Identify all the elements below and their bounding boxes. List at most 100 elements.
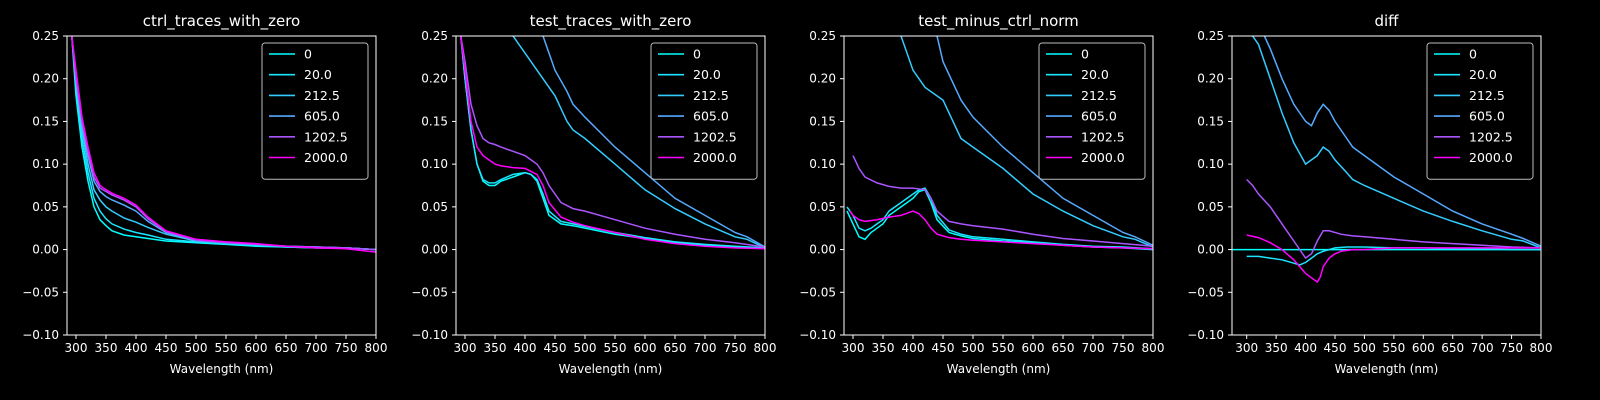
x-tick-label: 500 [962, 341, 985, 355]
y-tick-label: 0.15 [32, 114, 59, 128]
x-tick-label: 700 [1082, 341, 1105, 355]
x-tick-label: 650 [664, 341, 687, 355]
y-tick-label: 0.25 [1197, 29, 1224, 43]
x-tick-label: 350 [872, 341, 895, 355]
y-tick-label: 0.05 [421, 200, 448, 214]
y-tick-label: 0.00 [809, 243, 836, 257]
legend-label: 605.0 [693, 109, 729, 124]
legend-label: 0 [304, 47, 312, 62]
axes-frame [1231, 35, 1542, 336]
series-line-20.0 [846, 187, 1153, 250]
legend-label: 212.5 [693, 88, 729, 103]
chart-title: diff [1374, 12, 1399, 30]
chart-panel-2: test_minus_ctrl_norm 300 350 400 450 500 550 60… [799, 12, 1164, 376]
y-tick-label: −0.05 [411, 285, 448, 299]
series-line-1202.5 [460, 36, 765, 248]
x-tick-label: 450 [1324, 341, 1347, 355]
x-tick-label: 350 [484, 341, 507, 355]
x-tick-label: 750 [1112, 341, 1135, 355]
y-tick-label: 0.05 [809, 200, 836, 214]
x-tick-label: 650 [1441, 341, 1464, 355]
y-tick-label: −0.10 [22, 328, 59, 342]
legend-box [650, 42, 758, 180]
series-line-2000.0 [71, 36, 376, 253]
series-line-0 [846, 188, 1153, 251]
y-tick-label: 0.10 [32, 157, 59, 171]
y-tick-label: 0.25 [32, 29, 59, 43]
legend-label: 0 [693, 47, 701, 62]
chart-title: ctrl_traces_with_zero [143, 12, 300, 31]
x-axis-label: Wavelength (nm) [947, 362, 1051, 376]
legend-label: 2000.0 [693, 150, 737, 165]
x-tick-label: 750 [1500, 341, 1523, 355]
series-line-2000.0 [460, 36, 765, 250]
legend-label: 1202.5 [304, 129, 348, 144]
x-tick-label: 350 [1265, 341, 1288, 355]
y-tick-label: 0.20 [32, 72, 59, 86]
legend-label: 1202.5 [693, 129, 737, 144]
legend-label: 605.0 [1469, 109, 1505, 124]
y-tick-label: 0.00 [32, 243, 59, 257]
y-tick-label: −0.10 [411, 328, 448, 342]
x-tick-label: 600 [245, 341, 268, 355]
chart-title: test_traces_with_zero [530, 12, 692, 31]
x-tick-label: 600 [634, 341, 657, 355]
legend-label: 1202.5 [1081, 129, 1125, 144]
series-line-605.0 [936, 36, 1153, 246]
legend-label: 20.0 [693, 67, 721, 82]
series-line-20.0 [71, 36, 376, 251]
x-tick-label: 400 [514, 341, 537, 355]
legend-box [261, 42, 369, 180]
series-line-1202.5 [852, 155, 1153, 247]
x-tick-label: 300 [842, 341, 865, 355]
y-tick-label: −0.10 [1187, 328, 1224, 342]
series-lines [71, 36, 376, 253]
series-line-605.0 [1263, 36, 1541, 247]
chart-panel-0: ctrl_traces_with_zero 300 350 400 450 500 550 6… [22, 12, 387, 376]
legend: 0 20.0 212.5 605.0 1202.5 2000.0 [1038, 42, 1146, 180]
legend: 0 20.0 212.5 605.0 1202.5 2000.0 [261, 42, 369, 180]
x-tick-label: 600 [1022, 341, 1045, 355]
x-tick-label: 500 [185, 341, 208, 355]
y-tick-label: 0.15 [809, 114, 836, 128]
legend-label: 212.5 [1081, 88, 1117, 103]
legend-label: 20.0 [304, 67, 332, 82]
y-tick-label: −0.10 [799, 328, 836, 342]
axes-frame [843, 35, 1154, 336]
series-lines [1232, 36, 1541, 284]
x-tick-label: 650 [275, 341, 298, 355]
series-line-2000.0 [1246, 234, 1541, 284]
legend-label: 212.5 [1469, 88, 1505, 103]
x-axis-label: Wavelength (nm) [1335, 362, 1439, 376]
x-tick-label: 500 [1353, 341, 1376, 355]
x-tick-label: 550 [604, 341, 627, 355]
x-tick-label: 550 [215, 341, 238, 355]
legend-box [1426, 42, 1534, 180]
legend-label: 605.0 [1081, 109, 1117, 124]
y-tick-label: 0.20 [421, 72, 448, 86]
x-tick-label: 350 [95, 341, 118, 355]
x-tick-label: 600 [1412, 341, 1435, 355]
x-tick-label: 650 [1052, 341, 1075, 355]
x-tick-label: 450 [932, 341, 955, 355]
legend-label: 1202.5 [1469, 129, 1513, 144]
legend-label: 0 [1081, 47, 1089, 62]
legend-box [1038, 42, 1146, 180]
chart-panel-1: test_traces_with_zero 300 350 400 450 500 550 6… [411, 12, 776, 376]
x-tick-label: 800 [365, 341, 388, 355]
series-lines [460, 36, 765, 250]
legend-label: 20.0 [1469, 67, 1497, 82]
y-tick-label: 0.00 [1197, 243, 1224, 257]
chart-panel-3: diff 300 350 400 450 500 550 600 650 700 750 800 0.2… [1187, 12, 1552, 376]
legend-label: 20.0 [1081, 67, 1109, 82]
x-tick-label: 500 [574, 341, 597, 355]
series-lines [846, 36, 1153, 251]
x-tick-label: 400 [902, 341, 925, 355]
y-tick-label: −0.05 [22, 285, 59, 299]
x-tick-label: 550 [992, 341, 1015, 355]
x-tick-label: 550 [1382, 341, 1405, 355]
x-tick-label: 800 [1142, 341, 1165, 355]
x-tick-label: 300 [1235, 341, 1258, 355]
x-tick-label: 450 [155, 341, 178, 355]
